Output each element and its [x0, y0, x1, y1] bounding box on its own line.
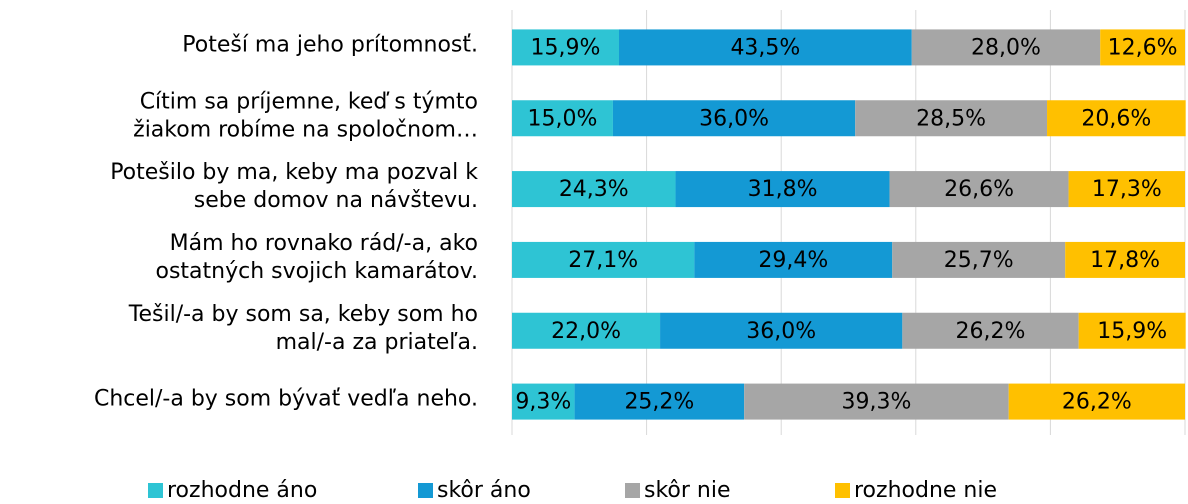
bar-segment	[1068, 171, 1185, 208]
legend-label: rozhodne nie	[854, 478, 997, 503]
bar-segment	[512, 100, 613, 137]
data-label: 39,3%	[841, 390, 911, 415]
bar-segment	[512, 312, 661, 349]
bar-segment	[855, 100, 1048, 137]
bar-segment	[574, 383, 745, 420]
category-label: Cítim sa príjemne, keď s týmto žiakom rob…	[133, 89, 478, 142]
data-label: 26,6%	[944, 177, 1014, 202]
data-label: 36,0%	[746, 319, 816, 344]
bar-segment	[1047, 100, 1186, 137]
category-label: Potešilo by ma, keby ma pozval k sebe dom…	[110, 160, 478, 213]
data-label: 24,3%	[559, 177, 629, 202]
data-label: 15,9%	[531, 35, 601, 60]
data-label: 12,6%	[1108, 35, 1178, 60]
bar-segment	[675, 171, 890, 208]
bar-segment	[902, 312, 1079, 349]
data-label: 26,2%	[1062, 390, 1132, 415]
bar-segment	[889, 171, 1069, 208]
data-label: 17,3%	[1092, 177, 1162, 202]
data-label: 31,8%	[748, 177, 818, 202]
data-label: 27,1%	[568, 248, 638, 273]
category-label: Tešil/-a by som sa, keby som ho mal/-a za…	[128, 302, 478, 355]
bar-segment	[1078, 312, 1186, 349]
legend-swatch	[625, 483, 640, 498]
data-label: 29,4%	[758, 248, 828, 273]
legend-swatch	[148, 483, 163, 498]
bar-segment	[612, 100, 856, 137]
bar-segment	[911, 29, 1101, 66]
data-label: 15,0%	[528, 106, 598, 131]
legend-swatch	[418, 483, 433, 498]
data-label: 25,7%	[944, 248, 1014, 273]
bar-segment	[512, 383, 575, 420]
bar-segment	[512, 171, 676, 208]
data-label: 43,5%	[730, 35, 800, 60]
legend-swatch	[835, 483, 850, 498]
data-label: 28,5%	[916, 106, 986, 131]
data-label: 22,0%	[551, 319, 621, 344]
bar-segment	[660, 312, 903, 349]
data-label: 36,0%	[699, 106, 769, 131]
data-label: 26,2%	[956, 319, 1026, 344]
legend-label: rozhodne áno	[167, 478, 317, 503]
bar-segment	[892, 241, 1066, 278]
data-label: 25,2%	[624, 390, 694, 415]
category-label: Mám ho rovnako rád/-a, ako ostatných svoj…	[155, 231, 478, 284]
bar-segment	[694, 241, 893, 278]
data-label: 20,6%	[1081, 106, 1151, 131]
bar-segment	[1065, 241, 1185, 278]
data-label: 17,8%	[1090, 248, 1160, 273]
legend-label: skôr áno	[437, 478, 531, 503]
bar-segment	[512, 29, 620, 66]
data-label: 9,3%	[515, 390, 571, 415]
data-label: 15,9%	[1097, 319, 1167, 344]
data-label: 28,0%	[971, 35, 1041, 60]
bar-segment	[512, 241, 695, 278]
bar-segment	[1008, 383, 1185, 420]
bar-segment	[744, 383, 1009, 420]
category-label: Poteší ma jeho prítomnosť.	[182, 32, 478, 57]
legend-label: skôr nie	[644, 478, 731, 503]
bar-segment	[619, 29, 912, 66]
category-label: Chcel/-a by som bývať vedľa neho.	[94, 387, 478, 412]
bar-segment	[1100, 29, 1185, 66]
